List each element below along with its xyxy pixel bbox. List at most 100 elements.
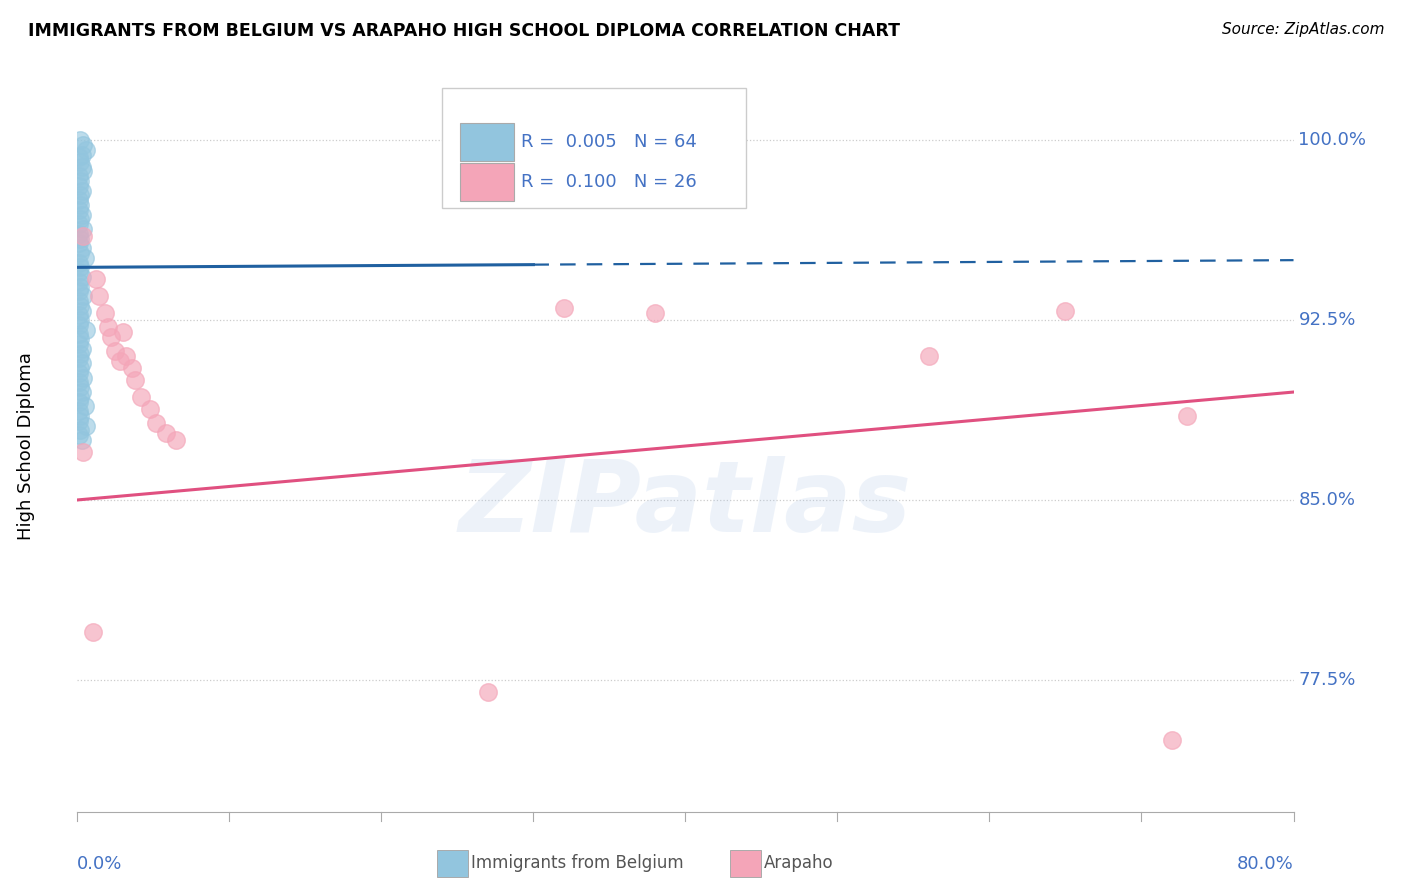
Point — [75, 143, 97, 157]
Point — [67, 169, 90, 184]
Point — [67, 337, 90, 351]
Point — [69, 390, 91, 404]
Point — [69, 332, 91, 346]
Point — [67, 275, 90, 289]
Point — [115, 349, 138, 363]
Point — [73, 251, 96, 265]
Point — [121, 361, 143, 376]
Point — [70, 385, 93, 400]
Point — [69, 174, 91, 188]
Point — [67, 202, 90, 217]
Point — [67, 193, 90, 207]
Point — [67, 366, 90, 380]
Text: Arapaho: Arapaho — [763, 855, 834, 872]
Point — [145, 416, 167, 430]
Point — [67, 351, 90, 366]
Text: 80.0%: 80.0% — [1237, 855, 1294, 873]
Point — [67, 308, 90, 322]
Point — [67, 414, 90, 428]
Point — [69, 409, 91, 423]
Point — [67, 376, 90, 390]
Point — [69, 246, 91, 260]
Point — [553, 301, 575, 315]
Point — [129, 390, 152, 404]
Point — [69, 212, 91, 227]
Point — [97, 320, 120, 334]
Point — [70, 342, 93, 356]
Point — [75, 323, 97, 337]
Point — [69, 279, 91, 293]
Point — [67, 150, 90, 164]
Point — [111, 325, 134, 339]
Point — [69, 361, 91, 376]
Point — [67, 236, 90, 251]
Point — [70, 241, 93, 255]
Point — [70, 433, 93, 447]
Point — [155, 425, 177, 440]
Point — [477, 685, 499, 699]
Point — [644, 306, 666, 320]
Point — [67, 318, 90, 332]
Point — [69, 154, 91, 169]
Text: High School Diploma: High School Diploma — [17, 352, 35, 540]
Point — [69, 313, 91, 327]
Text: Source: ZipAtlas.com: Source: ZipAtlas.com — [1222, 22, 1385, 37]
Point — [70, 160, 93, 174]
Point — [1054, 303, 1077, 318]
Point — [139, 401, 162, 416]
Point — [1161, 732, 1184, 747]
Point — [72, 229, 94, 244]
Point — [69, 198, 91, 212]
Text: IMMIGRANTS FROM BELGIUM VS ARAPAHO HIGH SCHOOL DIPLOMA CORRELATION CHART: IMMIGRANTS FROM BELGIUM VS ARAPAHO HIGH … — [28, 22, 900, 40]
Text: 100.0%: 100.0% — [1298, 131, 1367, 149]
Text: Immigrants from Belgium: Immigrants from Belgium — [471, 855, 683, 872]
Point — [93, 306, 115, 320]
Point — [67, 217, 90, 231]
Point — [124, 373, 146, 387]
Text: 77.5%: 77.5% — [1298, 671, 1355, 689]
Point — [69, 188, 91, 202]
Point — [67, 227, 90, 241]
Point — [73, 400, 96, 414]
Point — [67, 428, 90, 442]
Point — [69, 231, 91, 245]
Point — [67, 178, 90, 193]
Point — [69, 424, 91, 438]
Point — [72, 222, 94, 236]
Text: 92.5%: 92.5% — [1298, 311, 1355, 329]
Point — [70, 303, 93, 318]
Point — [84, 272, 107, 286]
Text: 0.0%: 0.0% — [77, 855, 122, 873]
Text: R =  0.005   N = 64: R = 0.005 N = 64 — [522, 133, 697, 152]
Point — [70, 356, 93, 370]
Point — [69, 299, 91, 313]
Point — [69, 133, 91, 147]
Point — [70, 184, 93, 198]
FancyBboxPatch shape — [460, 163, 515, 201]
Point — [70, 208, 93, 222]
Point — [165, 433, 187, 447]
Text: 85.0%: 85.0% — [1298, 491, 1355, 509]
Point — [70, 147, 93, 161]
Point — [72, 164, 94, 178]
Point — [67, 404, 90, 418]
Point — [67, 327, 90, 342]
Point — [72, 445, 94, 459]
Text: R =  0.100   N = 26: R = 0.100 N = 26 — [522, 173, 697, 191]
Point — [70, 269, 93, 284]
Point — [72, 289, 94, 303]
Point — [72, 370, 94, 384]
Point — [67, 265, 90, 279]
Point — [67, 255, 90, 269]
Point — [69, 260, 91, 275]
Point — [72, 138, 94, 153]
Point — [67, 394, 90, 409]
Point — [918, 349, 941, 363]
Point — [75, 418, 97, 433]
FancyBboxPatch shape — [441, 87, 747, 209]
Text: ZIPatlas: ZIPatlas — [458, 456, 912, 553]
Point — [87, 289, 110, 303]
Point — [100, 330, 122, 344]
Point — [108, 354, 131, 368]
FancyBboxPatch shape — [460, 123, 515, 161]
